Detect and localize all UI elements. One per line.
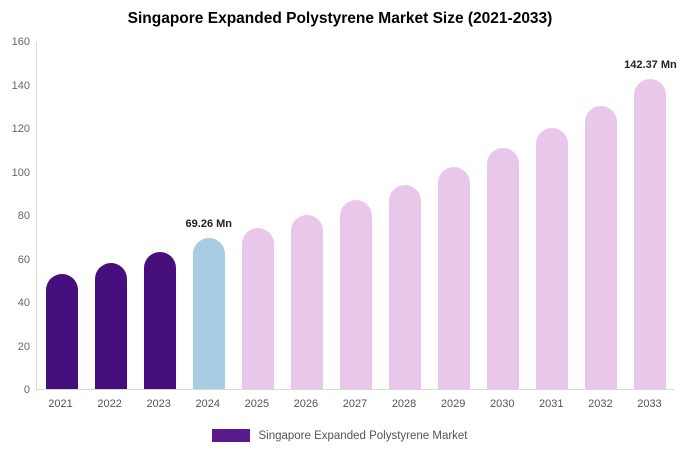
- bar-slot: [282, 42, 331, 389]
- bar-2023: [143, 251, 176, 389]
- x-tick-label-2022: 2022: [97, 398, 122, 410]
- bar-slot: [577, 42, 626, 389]
- bar-2033: [634, 79, 667, 389]
- bar-slot: [184, 42, 233, 389]
- y-tick-label: 160: [11, 36, 30, 48]
- x-tick-label-2033: 2033: [637, 398, 662, 410]
- bar-2027: [339, 199, 372, 389]
- bar-2021: [45, 273, 78, 389]
- bar-slot: [381, 42, 430, 389]
- bar-2026: [290, 215, 323, 389]
- y-tick-label: 140: [11, 79, 30, 92]
- x-tick-label-2025: 2025: [244, 398, 270, 410]
- x-tick-label-2031: 2031: [539, 398, 564, 410]
- x-tick-label-2024: 2024: [195, 398, 220, 410]
- bar-2028: [389, 184, 422, 389]
- bar-2025: [241, 228, 274, 389]
- y-tick-label: 40: [17, 297, 30, 309]
- x-tick-label-2021: 2021: [48, 398, 73, 410]
- bar-2024: [192, 238, 225, 389]
- y-tick-label: 60: [17, 253, 30, 266]
- x-tick-label-2029: 2029: [440, 398, 466, 410]
- bar-2032: [585, 106, 618, 389]
- x-tick-label-2028: 2028: [391, 398, 417, 410]
- legend-label: Singapore Expanded Polystyrene Market: [258, 429, 468, 442]
- bar-slot: [331, 42, 380, 389]
- bar-slot: [528, 42, 577, 389]
- y-tick-label: 120: [11, 123, 30, 135]
- chart-title: Singapore Expanded Polystyrene Market Si…: [127, 10, 553, 27]
- bar-2029: [438, 167, 471, 389]
- chart-legend: Singapore Expanded Polystyrene Market: [0, 429, 680, 442]
- bar-slot: [233, 42, 282, 389]
- bar-slot: [86, 42, 135, 389]
- bar-2031: [536, 128, 569, 389]
- bar-slot: [37, 42, 86, 389]
- bar-slot: [479, 42, 528, 389]
- legend-swatch: [212, 429, 251, 442]
- x-tick-label-2023: 2023: [146, 398, 171, 410]
- y-tick-label: 100: [11, 166, 30, 179]
- plot-area: 69.26 Mn 142.37 Mn: [36, 42, 677, 390]
- x-tick-label-2027: 2027: [342, 398, 368, 410]
- bar-2022: [94, 262, 127, 389]
- bar-slot: [135, 42, 184, 389]
- bar-value-label: 142.37 Mn: [624, 59, 677, 72]
- bar-slot: [626, 42, 675, 389]
- bar-value-label: 69.26 Mn: [185, 218, 232, 231]
- y-tick-label: 0: [23, 384, 30, 396]
- x-tick-label-2032: 2032: [588, 398, 613, 410]
- bar-2030: [487, 147, 520, 389]
- y-tick-label: 80: [17, 210, 30, 222]
- x-tick-label-2026: 2026: [293, 398, 319, 410]
- bar-slot: [430, 42, 479, 389]
- y-tick-label: 20: [17, 340, 30, 353]
- x-tick-label-2030: 2030: [489, 398, 515, 410]
